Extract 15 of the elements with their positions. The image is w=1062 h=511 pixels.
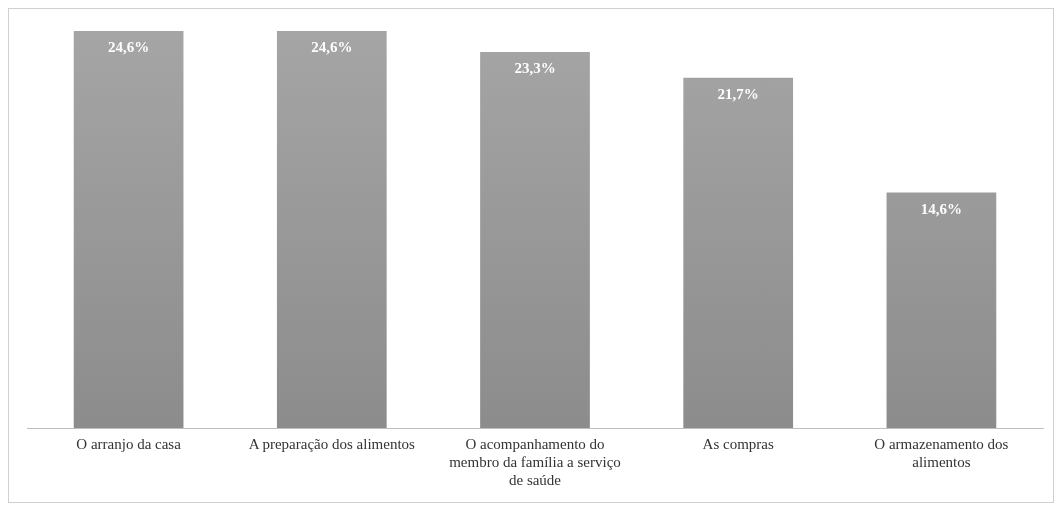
data-label: 14,6% [920, 200, 963, 217]
bar [276, 31, 387, 428]
bar [886, 192, 997, 428]
x-tick-label: As compras [702, 435, 774, 452]
x-tick-label: O acompanhamento do membro da família a serviço de saúde [449, 435, 621, 488]
x-tick-label: A preparação dos alimentos [248, 435, 416, 452]
bar [480, 51, 590, 428]
bar [73, 31, 184, 428]
data-label: 24,6% [107, 39, 150, 56]
data-label: 23,3% [514, 60, 556, 77]
data-label: 21,7% [717, 86, 759, 103]
data-label: 24,6% [311, 39, 353, 56]
x-tick-label: O arranjo da casa [76, 435, 182, 452]
x-tick-label: O armazenamento dos alimentos [874, 435, 1009, 470]
bar [683, 77, 794, 428]
